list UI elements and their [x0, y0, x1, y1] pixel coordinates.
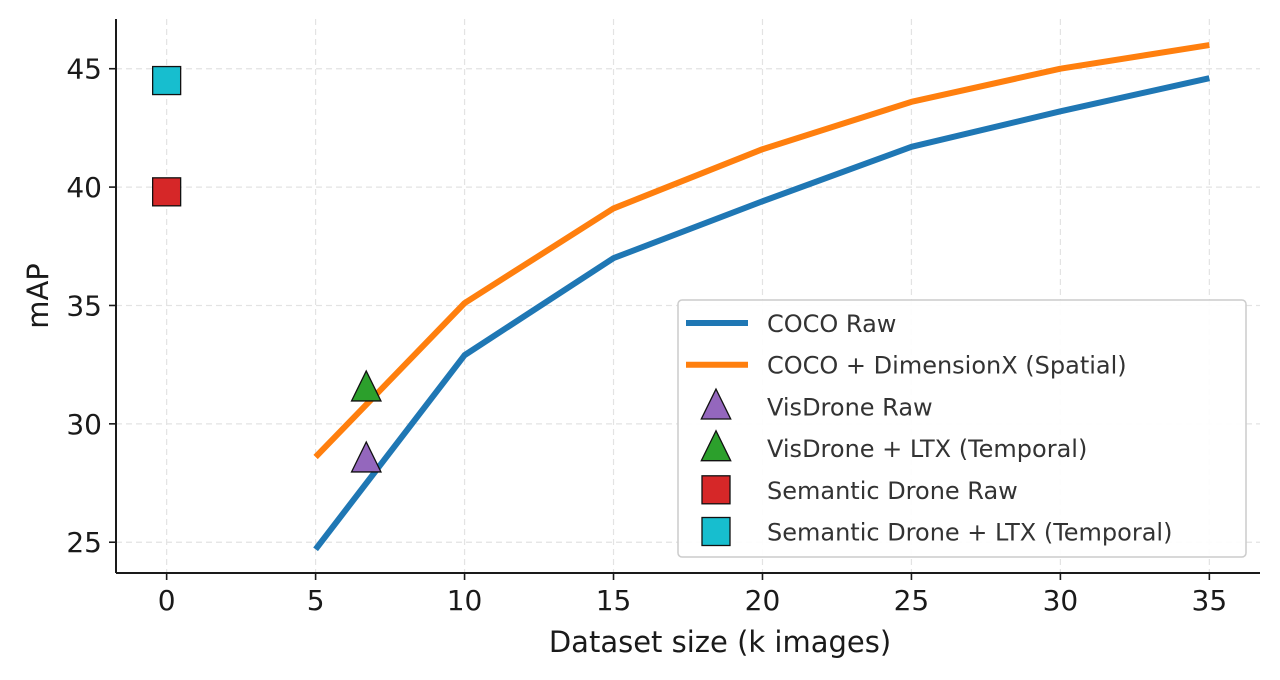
legend-swatch-visdrone-ltx-temporal — [700, 429, 732, 462]
x-tick-label: 20 — [745, 584, 781, 617]
legend-swatch-visdrone-raw — [700, 387, 732, 420]
x-tick-label: 35 — [1192, 584, 1228, 617]
x-axis-label: Dataset size (k images) — [549, 625, 891, 659]
x-tick-label: 15 — [596, 584, 632, 617]
legend-label-visdrone-raw: VisDrone Raw — [767, 393, 933, 421]
legend-label-coco-raw: COCO Raw — [767, 310, 896, 338]
x-tick-label: 25 — [894, 584, 930, 617]
data-point-visdrone-raw — [350, 440, 382, 473]
y-tick-label: 35 — [66, 289, 102, 322]
y-tick-label: 25 — [66, 526, 102, 559]
y-axis-label: mAP — [21, 263, 55, 329]
axes — [115, 19, 1260, 574]
y-tick-label: 30 — [66, 408, 102, 441]
x-tick-label: 30 — [1043, 584, 1079, 617]
legend: COCO Raw COCO + DimensionX (Spatial) VisDr… — [677, 299, 1247, 558]
x-tick-label: 10 — [447, 584, 483, 617]
ticks: 0 5 10 15 20 25 30 35 25 30 35 40 45 — [66, 53, 1227, 617]
legend-swatch-semantic-drone-ltx-temporal — [701, 516, 731, 547]
legend-label-semantic-drone-ltx-temporal: Semantic Drone + LTX (Temporal) — [767, 519, 1172, 547]
legend-swatch-semantic-drone-raw — [701, 475, 731, 505]
data-point-visdrone-ltx-temporal — [350, 369, 382, 402]
x-tick-label: 5 — [307, 584, 325, 617]
legend-label-visdrone-ltx-temporal: VisDrone + LTX (Temporal) — [767, 435, 1087, 463]
legend-label-coco-dimensionx-spatial: COCO + DimensionX (Spatial) — [767, 352, 1127, 380]
data-point-semantic-drone-raw — [151, 177, 182, 207]
data-point-semantic-drone-ltx-temporal — [151, 65, 182, 96]
legend-label-semantic-drone-raw: Semantic Drone Raw — [767, 477, 1018, 505]
y-tick-label: 45 — [66, 53, 102, 86]
legend-box — [677, 299, 1247, 558]
series-layer — [151, 42, 1211, 552]
x-tick-label: 0 — [158, 584, 176, 617]
y-tick-label: 40 — [66, 171, 102, 204]
